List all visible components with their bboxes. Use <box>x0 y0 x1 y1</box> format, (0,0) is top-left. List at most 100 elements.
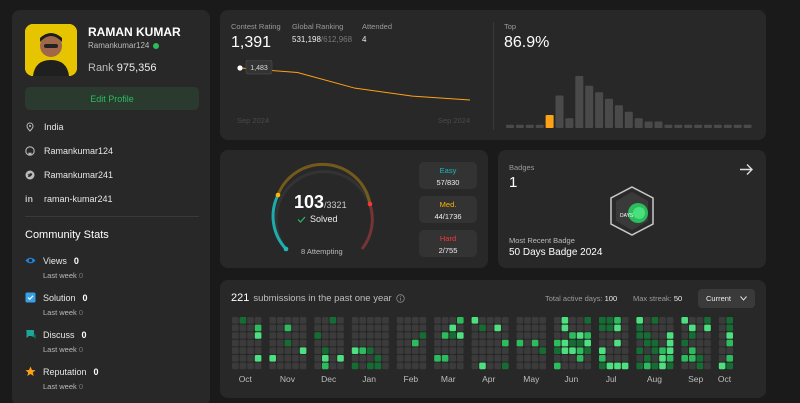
heatmap-cell[interactable] <box>322 332 329 339</box>
histogram-bar[interactable] <box>684 124 693 128</box>
heatmap-cell[interactable] <box>561 339 569 347</box>
heatmap-cell[interactable] <box>299 324 307 332</box>
heatmap-cell[interactable] <box>689 317 696 324</box>
heatmap-cell[interactable] <box>718 347 726 354</box>
heatmap-cell[interactable] <box>479 347 486 354</box>
heatmap-cell[interactable] <box>726 332 733 339</box>
heatmap-cell[interactable] <box>367 324 374 332</box>
heatmap-cell[interactable] <box>651 362 659 370</box>
linkedin-link[interactable]: raman-kumar241 <box>44 194 113 204</box>
heatmap-cell[interactable] <box>479 324 486 332</box>
heatmap-cell[interactable] <box>382 339 389 347</box>
github-row[interactable]: Ramankumar124 <box>25 146 113 156</box>
heatmap-cell[interactable] <box>486 347 494 354</box>
heatmap-cell[interactable] <box>457 347 464 354</box>
heatmap-cell[interactable] <box>718 324 726 332</box>
heatmap-cell[interactable] <box>382 362 389 370</box>
heatmap-cell[interactable] <box>277 324 284 332</box>
heatmap-cell[interactable] <box>531 324 539 332</box>
heatmap-cell[interactable] <box>561 362 569 370</box>
heatmap-cell[interactable] <box>651 347 659 354</box>
heatmap-cell[interactable] <box>696 355 704 362</box>
heatmap-cell[interactable] <box>584 362 591 370</box>
heatmap-cell[interactable] <box>449 332 456 339</box>
heatmap-cell[interactable] <box>576 332 584 339</box>
heatmap-cell[interactable] <box>554 324 561 332</box>
heatmap-cell[interactable] <box>284 355 292 362</box>
histogram-bar[interactable] <box>704 124 712 128</box>
heatmap-cell[interactable] <box>644 362 651 370</box>
heatmap-cell[interactable] <box>644 339 651 347</box>
heatmap-cell[interactable] <box>644 355 651 362</box>
heatmap-cell[interactable] <box>367 347 374 354</box>
heatmap-cell[interactable] <box>322 362 329 370</box>
histogram-bar[interactable] <box>664 124 673 128</box>
difficulty-hard[interactable]: Hard 2/755 <box>419 230 477 257</box>
heatmap-cell[interactable] <box>696 347 704 354</box>
heatmap-cell[interactable] <box>689 347 696 354</box>
histogram-bar[interactable] <box>644 121 653 129</box>
heatmap-cell[interactable] <box>254 339 262 347</box>
heatmap-cell[interactable] <box>584 324 591 332</box>
heatmap-cell[interactable] <box>396 355 404 362</box>
heatmap-cell[interactable] <box>232 324 239 332</box>
heatmap-cell[interactable] <box>524 362 531 370</box>
heatmap-cell[interactable] <box>314 355 321 362</box>
heatmap-cell[interactable] <box>247 339 254 347</box>
heatmap-cell[interactable] <box>232 317 239 324</box>
heatmap-cell[interactable] <box>696 332 704 339</box>
heatmap-cell[interactable] <box>329 347 337 354</box>
heatmap-cell[interactable] <box>247 324 254 332</box>
heatmap-cell[interactable] <box>277 317 284 324</box>
heatmap-cell[interactable] <box>337 347 344 354</box>
heatmap-cell[interactable] <box>486 332 494 339</box>
avatar[interactable] <box>25 24 77 76</box>
heatmap-cell[interactable] <box>337 362 344 370</box>
heatmap-cell[interactable] <box>471 355 479 362</box>
heatmap-cell[interactable] <box>718 355 726 362</box>
heatmap-cell[interactable] <box>621 317 629 324</box>
heatmap-cell[interactable] <box>621 355 629 362</box>
heatmap-cell[interactable] <box>659 347 666 354</box>
heatmap-cell[interactable] <box>718 339 726 347</box>
heatmap-cell[interactable] <box>382 347 389 354</box>
histogram-bar[interactable] <box>624 111 633 128</box>
heatmap-cell[interactable] <box>247 347 254 354</box>
histogram-bar[interactable] <box>654 121 663 129</box>
heatmap-cell[interactable] <box>599 347 606 354</box>
heatmap-cell[interactable] <box>329 332 337 339</box>
submission-heatmap[interactable] <box>220 280 766 398</box>
heatmap-cell[interactable] <box>651 324 659 332</box>
heatmap-cell[interactable] <box>292 332 299 339</box>
heatmap-cell[interactable] <box>367 362 374 370</box>
heatmap-cell[interactable] <box>351 362 359 370</box>
linkedin-row[interactable]: in raman-kumar241 <box>25 194 113 204</box>
heatmap-cell[interactable] <box>531 347 539 354</box>
heatmap-cell[interactable] <box>606 324 614 332</box>
heatmap-cell[interactable] <box>644 332 651 339</box>
heatmap-cell[interactable] <box>494 332 501 339</box>
heatmap-cell[interactable] <box>292 339 299 347</box>
heatmap-cell[interactable] <box>329 355 337 362</box>
heatmap-cell[interactable] <box>419 332 427 339</box>
heatmap-cell[interactable] <box>329 339 337 347</box>
heatmap-cell[interactable] <box>374 317 382 324</box>
heatmap-cell[interactable] <box>554 332 561 339</box>
heatmap-cell[interactable] <box>419 339 427 347</box>
heatmap-cell[interactable] <box>471 332 479 339</box>
heatmap-cell[interactable] <box>704 332 711 339</box>
heatmap-cell[interactable] <box>621 339 629 347</box>
heatmap-cell[interactable] <box>284 332 292 339</box>
heatmap-cell[interactable] <box>516 339 524 347</box>
heatmap-cell[interactable] <box>606 332 614 339</box>
heatmap-cell[interactable] <box>239 362 247 370</box>
heatmap-cell[interactable] <box>539 347 546 354</box>
heatmap-cell[interactable] <box>284 317 292 324</box>
heatmap-cell[interactable] <box>239 324 247 332</box>
heatmap-cell[interactable] <box>351 347 359 354</box>
heatmap-cell[interactable] <box>449 355 456 362</box>
histogram-bar[interactable] <box>575 76 584 128</box>
heatmap-cell[interactable] <box>419 355 427 362</box>
heatmap-cell[interactable] <box>404 332 411 339</box>
heatmap-cell[interactable] <box>606 339 614 347</box>
